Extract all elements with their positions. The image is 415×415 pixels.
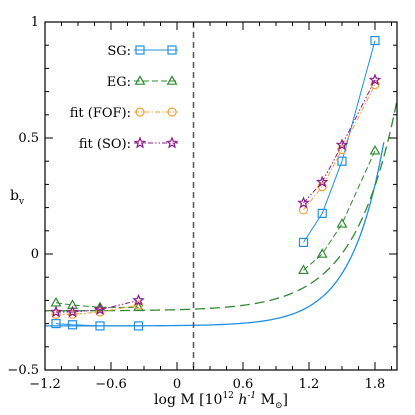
star-marker xyxy=(93,303,107,316)
square-marker xyxy=(337,156,347,166)
circle-marker xyxy=(298,205,309,215)
square-marker xyxy=(51,319,61,329)
star-marker xyxy=(368,73,382,86)
series-line xyxy=(303,84,376,211)
triangle-marker xyxy=(134,75,146,85)
triangle-marker xyxy=(94,301,106,312)
circle-marker xyxy=(135,107,145,117)
series-line xyxy=(55,323,139,327)
legend-label: fit (SO): xyxy=(79,137,131,152)
triangle-marker xyxy=(50,296,62,307)
star-marker xyxy=(315,175,329,188)
series-triangle xyxy=(50,144,381,312)
series-line xyxy=(56,304,139,315)
legend-label: fit (FOF): xyxy=(70,106,131,121)
x-tick-label: 0 xyxy=(173,377,181,392)
star-marker xyxy=(165,136,179,149)
series-star xyxy=(49,73,382,318)
series-square xyxy=(51,35,380,331)
series-circle xyxy=(51,80,380,319)
square-marker xyxy=(135,45,145,55)
plot-frame xyxy=(44,21,398,371)
fit-curve xyxy=(45,142,385,327)
circle-marker xyxy=(337,145,347,155)
x-tick-label: −0.6 xyxy=(95,377,127,392)
legend-label: EG: xyxy=(107,75,131,90)
x-tick-label: 1.2 xyxy=(299,377,320,392)
y-axis-label: bv xyxy=(10,188,25,207)
y-tick-label: 0.5 xyxy=(18,131,39,146)
series-line xyxy=(303,79,376,204)
legend-label: SG: xyxy=(107,44,131,59)
star-marker xyxy=(132,293,145,306)
fit-curve xyxy=(45,100,397,312)
y-tick-label: 1 xyxy=(31,15,39,30)
circle-marker xyxy=(133,300,144,310)
x-tick-label: 1.8 xyxy=(365,377,386,392)
triangle-marker xyxy=(133,301,144,312)
square-marker xyxy=(317,208,327,218)
x-tick-label: −1.2 xyxy=(29,377,61,392)
star-marker xyxy=(297,196,310,209)
y-tick-label: −0.5 xyxy=(7,363,39,378)
circle-marker xyxy=(167,107,177,117)
square-marker xyxy=(133,321,144,331)
square-marker xyxy=(370,35,380,46)
circle-marker xyxy=(67,309,78,319)
square-marker xyxy=(95,321,105,331)
square-marker xyxy=(298,237,309,247)
data-series xyxy=(49,35,382,331)
triangle-marker xyxy=(336,218,348,228)
triangle-marker xyxy=(166,75,178,85)
fit-curves xyxy=(45,100,397,327)
star-marker xyxy=(49,305,63,318)
axis-ticks: −1.2 −0.6 0 0.6 1.2 1.8 −0.5 0 0.5 1 xyxy=(7,15,397,392)
star-marker xyxy=(133,136,147,149)
series-line xyxy=(56,299,139,313)
series-line xyxy=(303,150,376,271)
x-axis-label: log M [1012 h-1 M⊙] xyxy=(154,391,288,411)
circle-marker xyxy=(95,307,105,317)
triangle-marker xyxy=(316,248,328,258)
square-marker xyxy=(167,45,177,55)
legend: SG: EG: fit (FOF): fit (SO): xyxy=(70,44,179,152)
series-line xyxy=(303,40,376,243)
x-tick-label: 0.6 xyxy=(233,377,254,392)
y-tick-label: 0 xyxy=(31,247,39,262)
triangle-marker xyxy=(369,144,381,155)
star-marker xyxy=(66,305,79,318)
series-line xyxy=(55,302,139,308)
square-marker xyxy=(67,320,78,330)
circle-marker xyxy=(51,309,61,319)
star-marker xyxy=(335,138,349,151)
triangle-marker xyxy=(298,264,309,275)
